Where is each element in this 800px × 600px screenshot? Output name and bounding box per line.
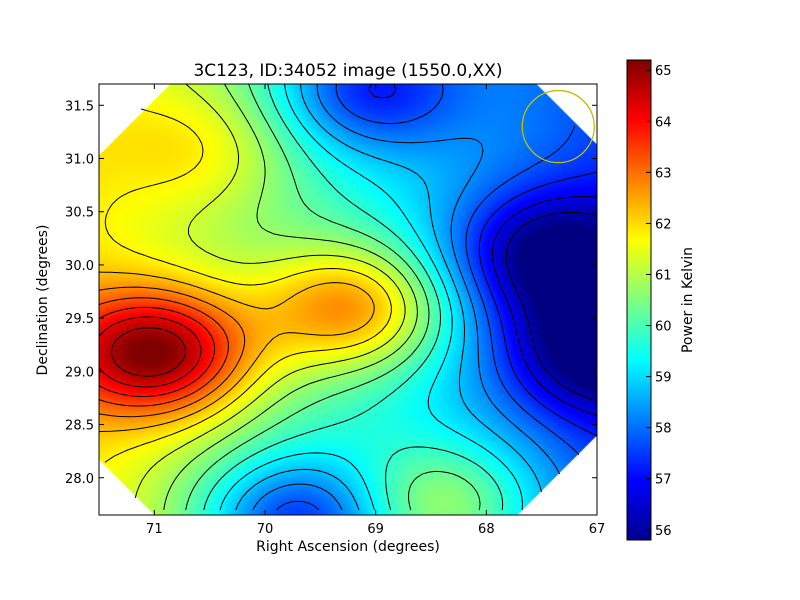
colorbar-tick-label: 61: [655, 268, 672, 283]
y-axis: 28.0 28.5 29.0 29.5 30.0 30.5 31.0 31.5: [65, 99, 597, 487]
plot-frame: [98, 83, 598, 516]
x-tick-label: 68: [478, 522, 495, 537]
heatmap-surface: [99, 84, 597, 515]
contour-line: [104, 108, 392, 463]
x-axis-label: Right Ascension (degrees): [256, 539, 440, 555]
colorbar-tick-label: 60: [655, 320, 672, 335]
colorbar-axis: 56 57 58 59 60 61 62 63 64 65: [646, 64, 672, 539]
colorbar-tick-label: 63: [655, 166, 672, 181]
colorbar-tick-label: 65: [655, 64, 672, 79]
y-tick-label: 29.5: [65, 312, 94, 327]
colorbar: [626, 59, 652, 541]
contour-line: [505, 212, 597, 401]
contour-lines: [99, 84, 597, 511]
colorbar-tick-label: 58: [655, 422, 672, 437]
contour-line: [111, 327, 186, 377]
contour-line: [252, 84, 561, 511]
y-tick-label: 28.0: [65, 472, 94, 487]
contour-line: [235, 84, 542, 511]
y-axis-label: Declination (degrees): [35, 225, 51, 376]
contour-line: [203, 84, 504, 511]
contour-line: [99, 297, 229, 407]
beam-marker: [521, 89, 595, 164]
contour-line: [99, 286, 246, 418]
x-tick-label: 71: [146, 522, 163, 537]
y-tick-label: 29.0: [65, 365, 94, 380]
contour-line: [491, 196, 597, 417]
colorbar-tick-label: 56: [655, 524, 672, 539]
x-axis: 71 70 69 68 67: [146, 84, 605, 537]
contour-line: [368, 84, 597, 437]
contour-line: [99, 306, 216, 397]
contour-line: [276, 84, 580, 511]
y-tick-label: 30.0: [65, 259, 94, 274]
y-tick-label: 30.5: [65, 206, 94, 221]
contour-line: [134, 84, 406, 499]
colorbar-tick-label: 62: [655, 217, 672, 232]
y-tick-label: 28.5: [65, 419, 94, 434]
x-tick-label: 67: [589, 522, 606, 537]
chart-title: 3C123, ID:34052 image (1550.0,XX): [193, 61, 502, 81]
contour-line: [219, 84, 523, 511]
colorbar-tick-label: 57: [655, 473, 672, 488]
y-tick-label: 31.5: [65, 99, 94, 114]
colorbar-tick-label: 59: [655, 371, 672, 386]
x-tick-label: 70: [257, 522, 274, 537]
colorbar-tick-label: 64: [655, 115, 672, 130]
x-tick-label: 69: [367, 522, 384, 537]
y-tick-label: 31.0: [65, 152, 94, 167]
colorbar-label: Power in Kelvin: [680, 247, 696, 353]
contour-line: [99, 271, 375, 433]
